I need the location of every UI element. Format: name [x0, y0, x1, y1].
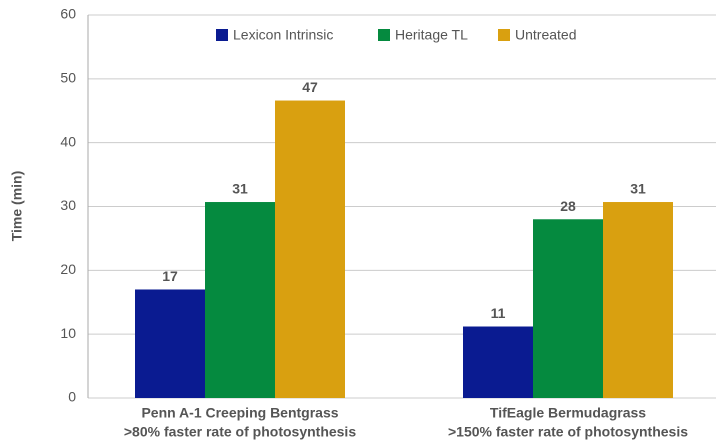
- x-tick-note: >150% faster rate of photosynthesis: [448, 424, 688, 440]
- bar: [135, 289, 205, 398]
- bar: [463, 326, 533, 398]
- bar: [603, 202, 673, 398]
- legend-label: Untreated: [515, 27, 576, 43]
- legend-label: Heritage TL: [395, 27, 468, 43]
- x-tick-label: Penn A-1 Creeping Bentgrass: [141, 405, 338, 421]
- y-tick-label: 20: [60, 261, 76, 277]
- data-label: 11: [491, 305, 506, 321]
- bar: [205, 202, 275, 398]
- data-label: 17: [162, 268, 178, 284]
- y-tick-label: 40: [60, 133, 76, 149]
- data-label: 31: [630, 181, 646, 197]
- data-label: 47: [302, 79, 318, 95]
- y-tick-label: 10: [60, 325, 76, 341]
- x-tick-label: TifEagle Bermudagrass: [490, 405, 646, 421]
- data-label: 28: [560, 198, 576, 214]
- legend-swatch: [216, 29, 228, 41]
- y-axis-label: Time (min): [9, 171, 25, 242]
- y-tick-label: 60: [60, 6, 76, 22]
- y-tick-label: 30: [60, 197, 76, 213]
- bar: [275, 100, 345, 398]
- legend-label: Lexicon Intrinsic: [233, 27, 333, 43]
- legend-swatch: [498, 29, 510, 41]
- legend-swatch: [378, 29, 390, 41]
- data-label: 31: [232, 181, 248, 197]
- y-tick-label: 0: [68, 389, 76, 405]
- bar: [533, 219, 603, 398]
- y-tick-label: 50: [60, 70, 76, 86]
- x-tick-note: >80% faster rate of photosynthesis: [124, 424, 356, 440]
